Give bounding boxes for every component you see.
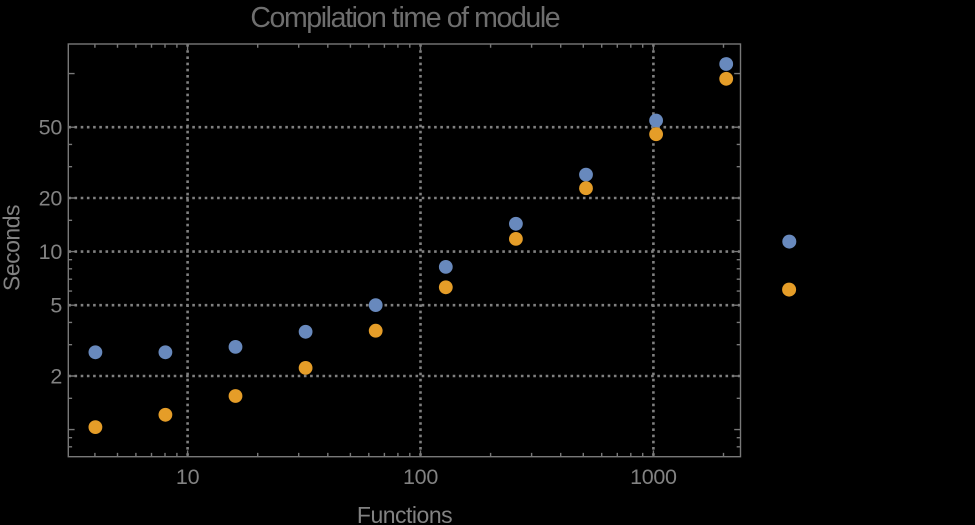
svg-text:50: 50	[39, 116, 63, 140]
svg-text:1000: 1000	[630, 465, 677, 489]
svg-text:5: 5	[50, 294, 62, 318]
svg-text:20: 20	[39, 186, 63, 210]
svg-text:100: 100	[403, 465, 438, 489]
svg-text:Compilation time of module: Compilation time of module	[250, 2, 559, 34]
svg-text:10: 10	[39, 240, 63, 264]
svg-text:10: 10	[176, 465, 200, 489]
svg-text:Functions: Functions	[357, 502, 452, 525]
svg-text:2: 2	[50, 364, 62, 388]
svg-text:Seconds: Seconds	[0, 205, 25, 291]
